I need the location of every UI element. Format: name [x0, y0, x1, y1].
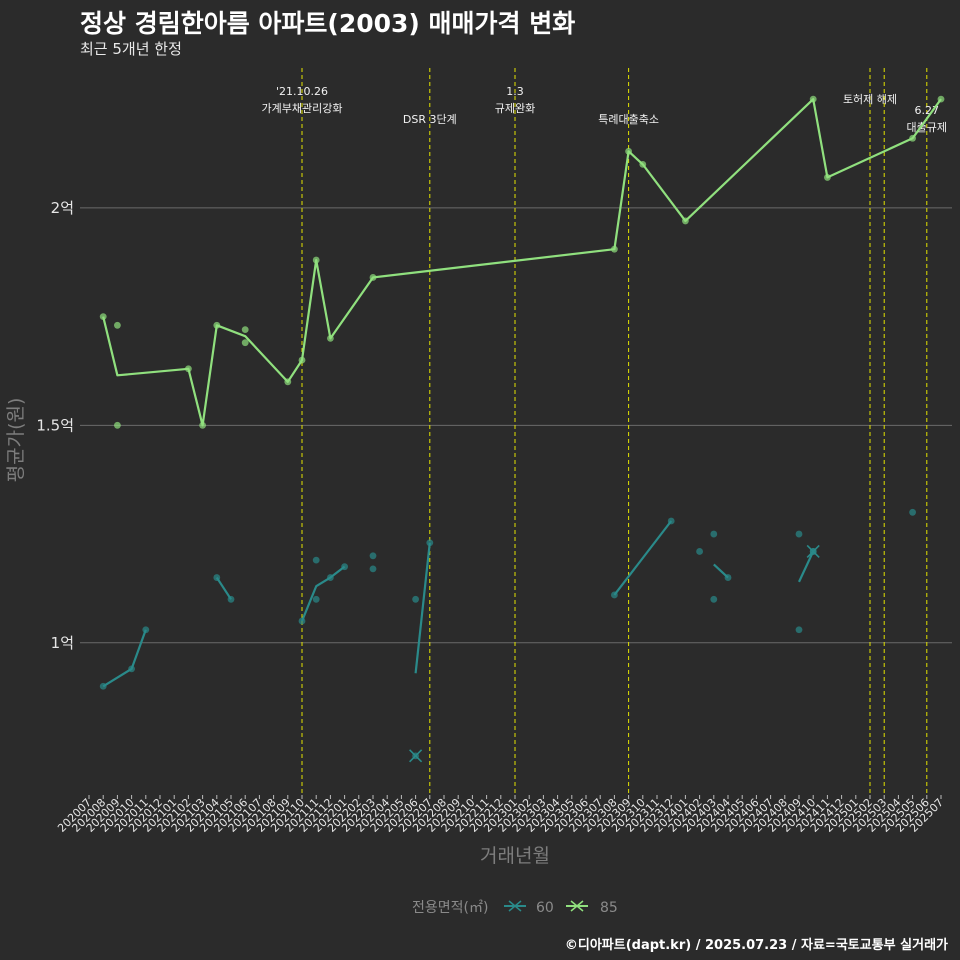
event-label-0-1: 가계부채관리강화 [262, 102, 343, 115]
series-60-point-15 [667, 517, 675, 525]
series-60-point-11 [369, 565, 377, 573]
series-60-point-5 [298, 617, 306, 625]
series-85-point-2 [114, 421, 121, 429]
series-85-point-6 [241, 326, 249, 334]
series-60-line-6 [798, 550, 815, 583]
series-layer [99, 95, 945, 763]
legend-item-60: 60 [504, 900, 554, 916]
series-60-line-2 [300, 565, 346, 622]
series-85-point-5 [213, 321, 221, 329]
y-tick-label-0: 1억 [51, 634, 74, 652]
series-60-line-1 [215, 576, 232, 600]
series-85-point-4 [199, 421, 207, 429]
series-60-cross-b-1 [806, 544, 820, 559]
x-axis-ticks: 2020072020082020092020102020112020122021… [55, 795, 946, 835]
legend-key-60-cross-b [508, 900, 522, 912]
series-85-point-0 [99, 313, 107, 320]
series-60-point-7 [312, 595, 320, 603]
event-label-4-0: 토허제 해제 [843, 92, 897, 106]
source-caption: ©디아파트(dapt.kr) / 2025.07.23 / 자료=국토교통부 실… [564, 938, 948, 953]
series-60-line-3 [414, 542, 431, 674]
series-60-point-13 [426, 539, 434, 547]
series-60-point-16 [696, 548, 703, 555]
series-60-point-18 [710, 595, 718, 603]
series-60-point-20 [795, 530, 803, 538]
series-60-point-10 [369, 552, 377, 560]
series-60-point-21 [795, 626, 803, 634]
y-axis-ticks: 1억 1.5억 2억 [36, 199, 74, 652]
series-85-point-19 [909, 134, 916, 142]
series-60-point-23 [909, 508, 916, 516]
event-label-3-0: 특례대출축소 [598, 113, 659, 126]
legend-key-85-cross-b [570, 900, 584, 912]
y-tick-label-2: 2억 [51, 199, 74, 217]
grid-layer [80, 207, 952, 644]
series-60-point-19 [724, 574, 732, 581]
event-label-1-0: DSR 3단계 [403, 113, 457, 126]
series-85-point-12 [369, 274, 377, 281]
series-85-point-1 [114, 321, 121, 329]
series-85-point-7 [241, 339, 249, 347]
series-85-point-3 [185, 365, 192, 373]
event-label-0-0: '21.10.26 [276, 85, 328, 98]
series-60-point-9 [341, 563, 348, 571]
series-85-point-18 [824, 174, 831, 181]
chart-title: 정상 경림한아름 아파트(2003) 매매가격 변화 [80, 9, 576, 38]
series-60-cross-b-0 [409, 749, 423, 763]
series-60-line-4 [613, 520, 673, 596]
series-60-point-0 [99, 682, 107, 690]
series-85-point-13 [611, 245, 618, 253]
event-label-6-1: 대출규제 [907, 121, 947, 134]
series-60-point-3 [213, 574, 221, 581]
event-label-2-1: 규제완화 [495, 102, 535, 115]
series-85-point-10 [312, 256, 320, 264]
series-60-point-14 [611, 591, 618, 599]
y-tick-label-1: 1.5억 [36, 416, 74, 434]
series-85-point-15 [639, 160, 647, 168]
series-85-point-9 [298, 356, 306, 364]
event-label-2-0: 1.3 [506, 85, 524, 98]
legend-label-85: 85 [600, 900, 618, 916]
x-axis-title: 거래년월 [480, 845, 550, 867]
series-85-point-20 [937, 95, 945, 103]
series-85-line-0 [102, 98, 942, 427]
series-60-line-0 [102, 629, 147, 688]
series-60-point-12 [412, 595, 419, 603]
series-60-point-4 [227, 595, 235, 603]
series-60-point-8 [327, 574, 334, 581]
y-axis-title: 평균가(원) [5, 398, 27, 483]
series-85-point-11 [327, 334, 334, 342]
series-85-point-8 [284, 378, 292, 386]
series-60-point-6 [312, 556, 320, 564]
legend-item-85: 85 [566, 900, 618, 916]
series-85-point-17 [809, 95, 817, 103]
event-label-6-0: 6.27 [915, 104, 940, 117]
legend-label-60: 60 [536, 900, 554, 916]
series-60-point-1 [128, 665, 136, 673]
series-85-point-16 [682, 217, 689, 225]
series-60-point-17 [710, 530, 718, 538]
series-85-point-14 [625, 147, 632, 155]
chart-subtitle: 최근 5개년 한정 [80, 40, 182, 58]
series-60-point-2 [142, 626, 150, 634]
legend: 전용면적(㎡) 60 85 [412, 900, 618, 916]
legend-title: 전용면적(㎡) [412, 900, 488, 916]
